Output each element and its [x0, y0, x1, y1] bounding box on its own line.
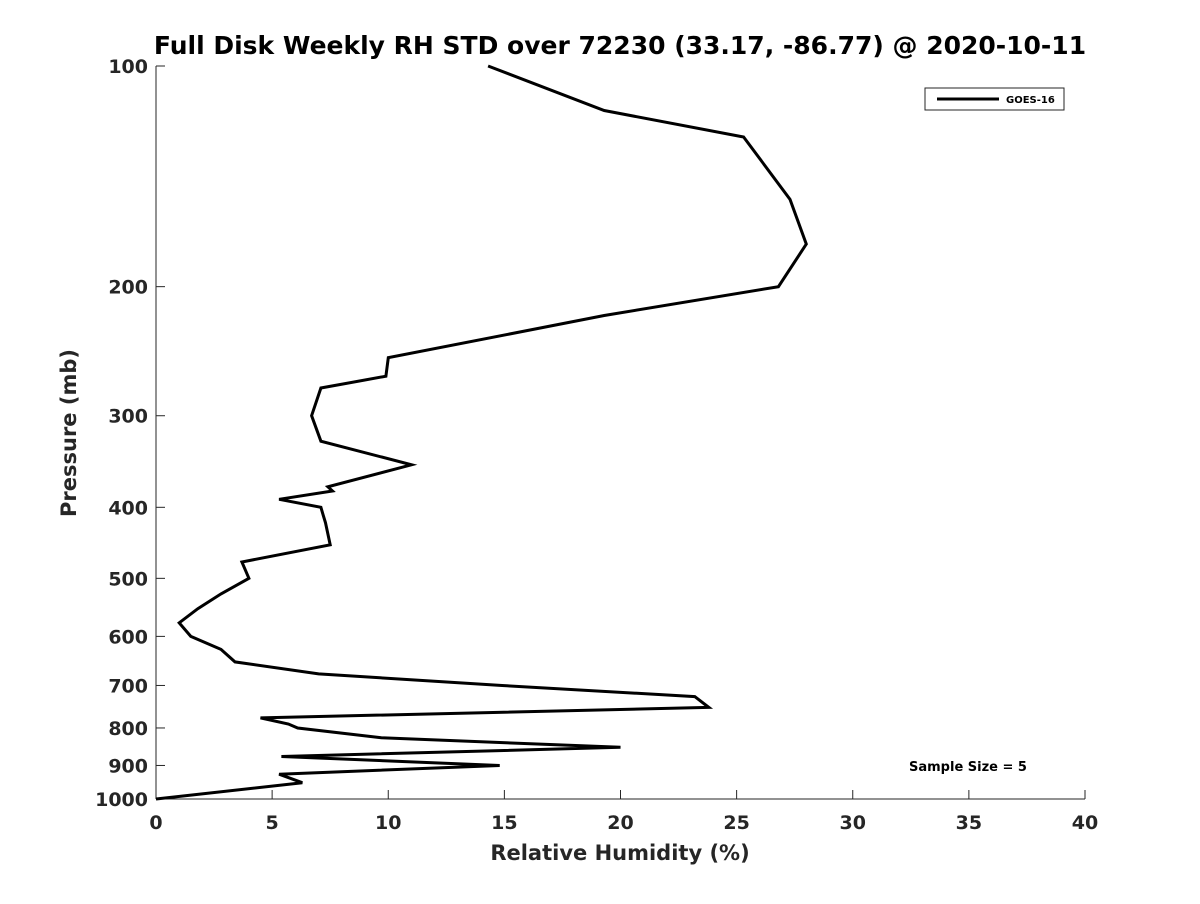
- legend: GOES-16: [924, 87, 1065, 111]
- y-tick-label: 400: [108, 497, 148, 519]
- x-axis-ticks: 0 5 10 15 20 25 30 35 40: [149, 790, 1098, 834]
- x-tick-label: 30: [840, 812, 866, 834]
- chart-title: Full Disk Weekly RH STD over 72230 (33.1…: [154, 31, 1086, 60]
- x-tick-label: 10: [375, 812, 401, 834]
- x-tick-label: 0: [149, 812, 162, 834]
- series-line-goes-16: [155, 64, 808, 801]
- y-axis-ticks: 100 200 300 400 500 600 700 800 900 1000: [95, 56, 165, 811]
- y-tick-label: 100: [108, 56, 148, 78]
- y-tick-label: 500: [108, 568, 148, 590]
- y-tick-label: 1000: [95, 789, 148, 811]
- y-tick-label: 900: [108, 755, 148, 777]
- x-tick-label: 40: [1072, 812, 1098, 834]
- x-tick-label: 35: [956, 812, 982, 834]
- y-tick-label: 800: [108, 718, 148, 740]
- y-tick-label: 700: [108, 675, 148, 697]
- x-tick-label: 5: [266, 812, 279, 834]
- sample-size-annotation: Sample Size = 5: [909, 760, 1027, 775]
- y-tick-label: 200: [108, 277, 148, 299]
- x-tick-label: 15: [491, 812, 517, 834]
- x-tick-label: 25: [723, 812, 749, 834]
- legend-label: GOES-16: [1006, 95, 1055, 106]
- x-axis-label: Relative Humidity (%): [490, 841, 749, 865]
- x-tick-label: 20: [607, 812, 633, 834]
- y-tick-label: 600: [108, 626, 148, 648]
- series-layer: [155, 64, 808, 801]
- y-axis-label: Pressure (mb): [57, 349, 81, 517]
- y-tick-label: 300: [108, 406, 148, 428]
